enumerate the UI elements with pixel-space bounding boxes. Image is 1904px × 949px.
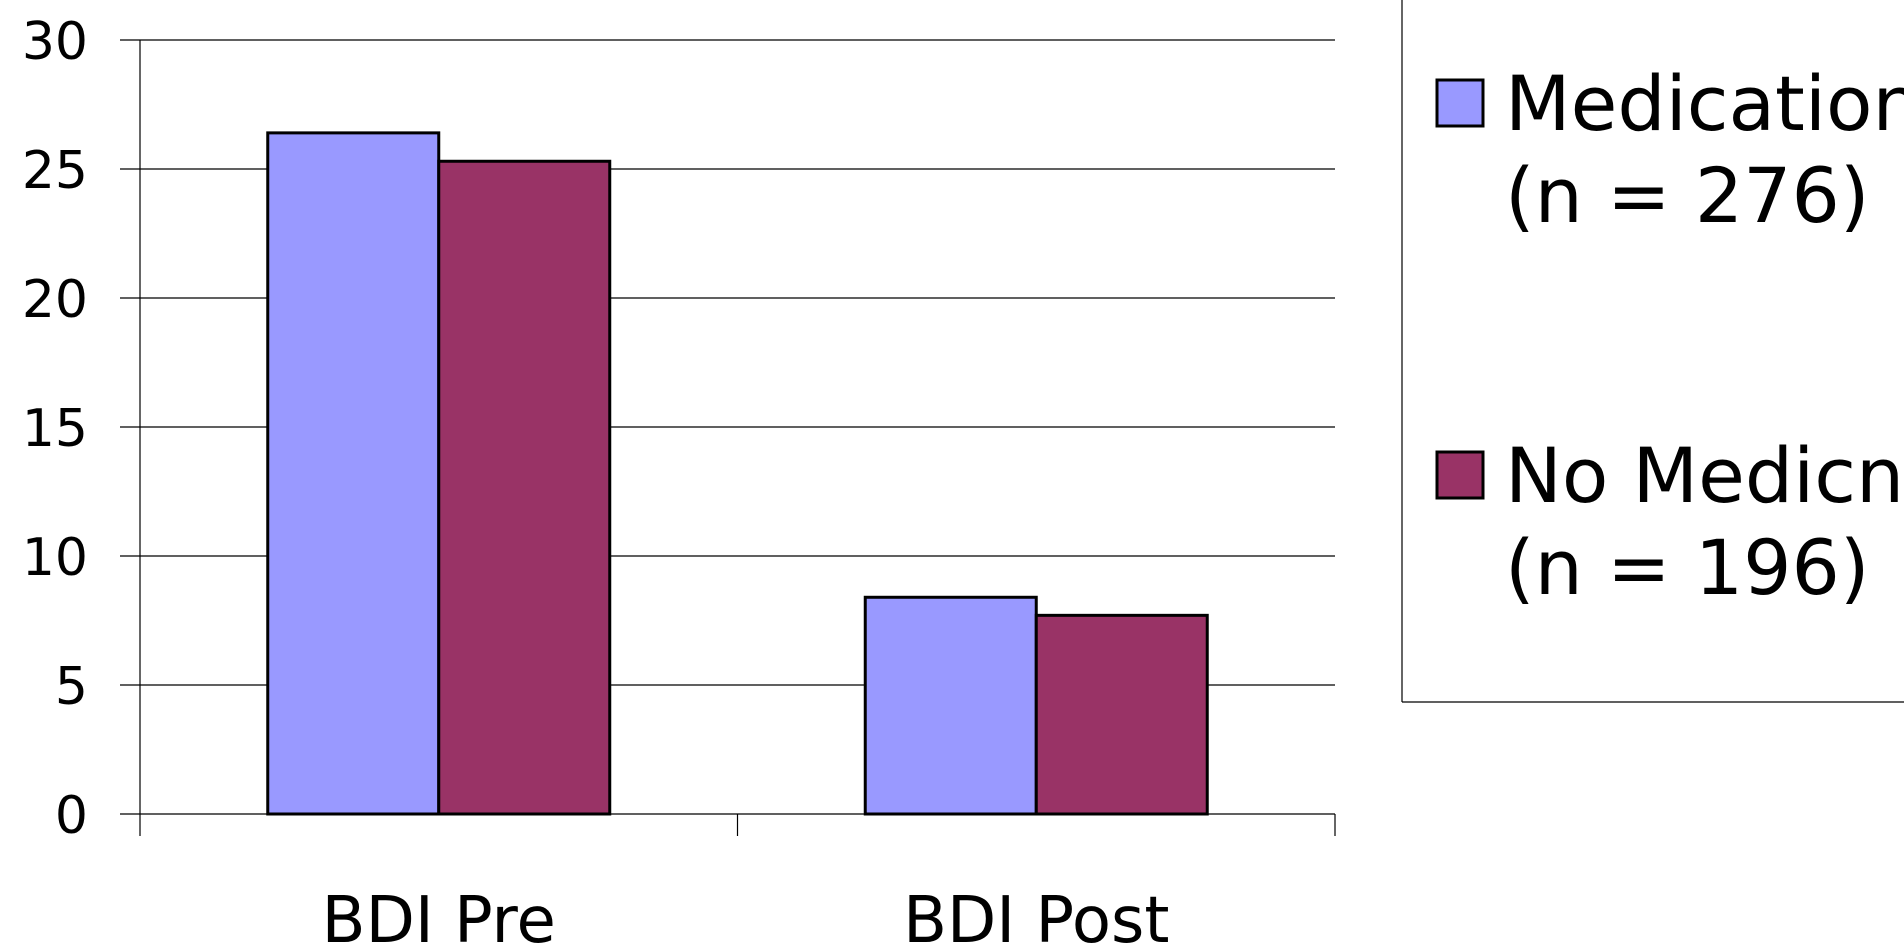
bars (266, 131, 1209, 816)
legend-swatch (1435, 450, 1485, 500)
legend-label: Medication (1505, 59, 1904, 148)
y-tick-label: 10 (22, 528, 88, 588)
legend-swatch (1435, 78, 1485, 128)
bar (266, 131, 441, 816)
y-tick-label: 20 (22, 270, 88, 330)
bar (863, 595, 1038, 816)
y-tick-label: 15 (22, 399, 88, 459)
y-tick-label: 5 (55, 657, 88, 717)
legend-label: No Medicn (1505, 431, 1904, 520)
legend-label: (n = 276) (1505, 151, 1870, 240)
bar (1034, 613, 1209, 816)
y-axis-ticks: 0 5 10 15 20 25 30 (22, 12, 140, 846)
bar (437, 159, 612, 816)
y-tick-label: 25 (22, 141, 88, 201)
legend: Medication(n = 276) No Medicn(n = 196) (1401, 0, 1904, 703)
axes (139, 40, 1336, 836)
x-category-label: BDI Post (903, 884, 1169, 949)
y-tick-label: 30 (22, 12, 88, 72)
y-tick-label: 0 (55, 786, 88, 846)
x-axis-categories: BDI Pre BDI Post (322, 884, 1170, 949)
legend-label: (n = 196) (1505, 523, 1870, 612)
x-category-label: BDI Pre (322, 884, 556, 949)
